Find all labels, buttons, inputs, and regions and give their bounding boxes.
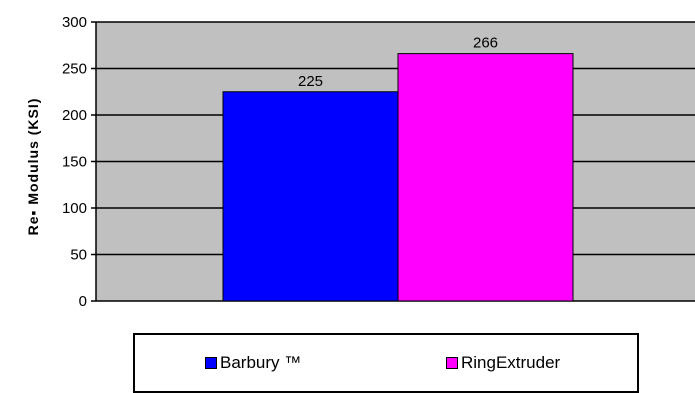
- legend-label-barbury: Barbury ™: [220, 353, 302, 372]
- data-labels: 225 266: [298, 35, 498, 90]
- legend-swatch-barbury: [205, 357, 217, 369]
- bar-ringextruder: [397, 53, 574, 302]
- chart-canvas: 0 50 100 150 200 250 300 225 266 Re▪ Modulus (K…: [25, 14, 695, 310]
- y-axis-title: Re▪ Modulus (KSI): [25, 98, 41, 236]
- y-tick-label-0: 0: [79, 293, 87, 310]
- bar-barbury: [222, 91, 399, 302]
- legend-item-barbury: Barbury ™: [205, 353, 301, 373]
- chart: 0 50 100 150 200 250 300 225 266 Re▪ Modulus (K…: [25, 14, 695, 393]
- y-tick-label-250: 250: [62, 61, 87, 78]
- data-label-0: 225: [298, 73, 323, 90]
- y-tick-label-150: 150: [62, 154, 87, 171]
- y-tick-label-200: 200: [62, 107, 87, 124]
- legend-swatch-ringextruder: [446, 357, 458, 369]
- bars: [222, 53, 574, 302]
- y-tick-label-100: 100: [62, 200, 87, 217]
- y-axis: 0 50 100 150 200 250 300: [62, 14, 97, 310]
- y-tick-label-300: 300: [62, 14, 87, 31]
- y-tick-label-50: 50: [70, 247, 87, 264]
- data-label-1: 266: [473, 35, 498, 52]
- legend-label-ringextruder: RingExtruder: [461, 353, 561, 372]
- legend: Barbury ™ RingExtruder: [133, 333, 639, 393]
- legend-item-ringextruder: RingExtruder: [446, 353, 560, 373]
